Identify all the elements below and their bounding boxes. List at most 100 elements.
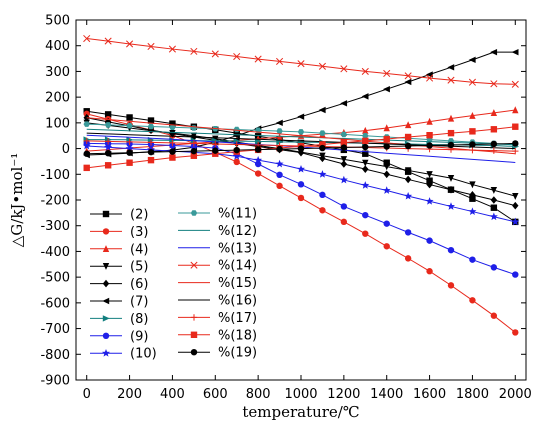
legend-swatch-marker bbox=[102, 279, 110, 288]
y-tick-label: -900 bbox=[40, 374, 70, 389]
series-line-16 bbox=[86, 132, 516, 150]
data-point bbox=[383, 159, 390, 166]
data-point bbox=[297, 60, 305, 68]
data-point bbox=[426, 180, 433, 189]
data-point bbox=[490, 109, 498, 117]
legend-label: (4) bbox=[130, 242, 148, 257]
data-point bbox=[447, 141, 455, 149]
data-point bbox=[233, 129, 240, 137]
data-point bbox=[104, 150, 112, 157]
data-point bbox=[212, 147, 219, 154]
legend-label: %(12) bbox=[218, 224, 257, 239]
legend-item: (6) bbox=[90, 277, 148, 292]
data-point bbox=[169, 154, 176, 161]
y-axis: 500 400 300 200 100 0 -100 -200 -300 -400 -500 -600… bbox=[40, 14, 526, 389]
legend-swatch-marker bbox=[102, 315, 110, 322]
data-point bbox=[212, 140, 219, 148]
legend-label: %(14) bbox=[218, 259, 257, 274]
data-point bbox=[404, 229, 412, 236]
data-point bbox=[512, 192, 519, 200]
data-point bbox=[383, 85, 390, 93]
legend-swatch-marker bbox=[190, 349, 198, 356]
y-tick-label: -300 bbox=[40, 219, 70, 234]
data-point bbox=[126, 149, 133, 156]
series-14 bbox=[83, 34, 519, 88]
legend-swatch-marker bbox=[102, 228, 110, 235]
y-tick-label: 100 bbox=[45, 116, 70, 131]
data-point bbox=[297, 129, 305, 135]
data-point bbox=[297, 194, 305, 202]
x-tick-label: 1000 bbox=[284, 387, 317, 402]
legend-label: %(13) bbox=[218, 241, 257, 256]
y-tick-label: -200 bbox=[40, 194, 70, 209]
data-point bbox=[340, 100, 348, 107]
data-point bbox=[233, 158, 240, 166]
data-point bbox=[340, 156, 348, 164]
data-point bbox=[83, 121, 90, 127]
data-point bbox=[339, 175, 348, 184]
data-point bbox=[233, 132, 240, 139]
data-point bbox=[190, 140, 198, 147]
data-point bbox=[404, 175, 412, 184]
data-point bbox=[362, 126, 369, 134]
data-point bbox=[404, 72, 412, 80]
legend-swatch-marker bbox=[190, 331, 198, 338]
data-point bbox=[404, 121, 412, 129]
series-16 bbox=[86, 132, 516, 150]
series-layer bbox=[82, 34, 520, 336]
data-point bbox=[383, 163, 390, 171]
data-point bbox=[147, 148, 155, 156]
data-point bbox=[297, 164, 305, 173]
data-point bbox=[147, 42, 155, 51]
data-point bbox=[319, 191, 326, 199]
data-point bbox=[297, 181, 305, 188]
data-point bbox=[447, 64, 455, 71]
data-point bbox=[382, 186, 391, 194]
legend-swatch-marker bbox=[190, 210, 198, 216]
data-point bbox=[383, 220, 390, 227]
data-point bbox=[211, 50, 219, 58]
data-point bbox=[447, 129, 455, 137]
legend-item: %(12) bbox=[178, 224, 257, 239]
data-point bbox=[169, 148, 176, 155]
x-tick-label: 200 bbox=[117, 387, 142, 402]
series-19 bbox=[83, 140, 519, 157]
legend-item: (2) bbox=[90, 208, 148, 223]
legend-swatch-marker bbox=[102, 349, 110, 357]
data-point bbox=[104, 111, 112, 118]
legend-item: (7) bbox=[90, 295, 148, 310]
legend-item: (10) bbox=[90, 347, 157, 362]
data-point bbox=[404, 142, 412, 150]
data-point bbox=[426, 142, 433, 149]
data-point bbox=[147, 117, 155, 124]
legend-label: (3) bbox=[130, 225, 148, 240]
data-point bbox=[340, 139, 348, 146]
data-point bbox=[469, 256, 476, 263]
x-tick-label: 400 bbox=[160, 387, 185, 402]
legend-swatch-marker bbox=[190, 261, 198, 269]
data-point bbox=[361, 181, 370, 189]
data-point bbox=[404, 167, 412, 175]
data-point bbox=[147, 123, 155, 130]
data-point bbox=[319, 141, 326, 148]
data-point bbox=[168, 45, 176, 53]
data-point bbox=[318, 106, 326, 114]
data-point bbox=[276, 133, 283, 141]
data-point bbox=[362, 143, 369, 151]
data-point bbox=[404, 255, 412, 262]
legend-label: (6) bbox=[130, 277, 148, 292]
x-axis-title: temperature/℃ bbox=[242, 403, 359, 421]
data-point bbox=[83, 137, 90, 145]
data-point bbox=[169, 129, 176, 138]
x-tick-label: 1600 bbox=[413, 387, 446, 402]
data-point bbox=[83, 150, 90, 157]
data-point bbox=[126, 159, 133, 166]
data-point bbox=[104, 37, 112, 45]
legend-item: (4) bbox=[90, 242, 148, 257]
data-point bbox=[404, 78, 412, 86]
x-tick-label: 2000 bbox=[499, 387, 532, 402]
data-point bbox=[254, 138, 262, 145]
data-point bbox=[447, 174, 455, 182]
y-tick-label: -500 bbox=[40, 271, 70, 286]
